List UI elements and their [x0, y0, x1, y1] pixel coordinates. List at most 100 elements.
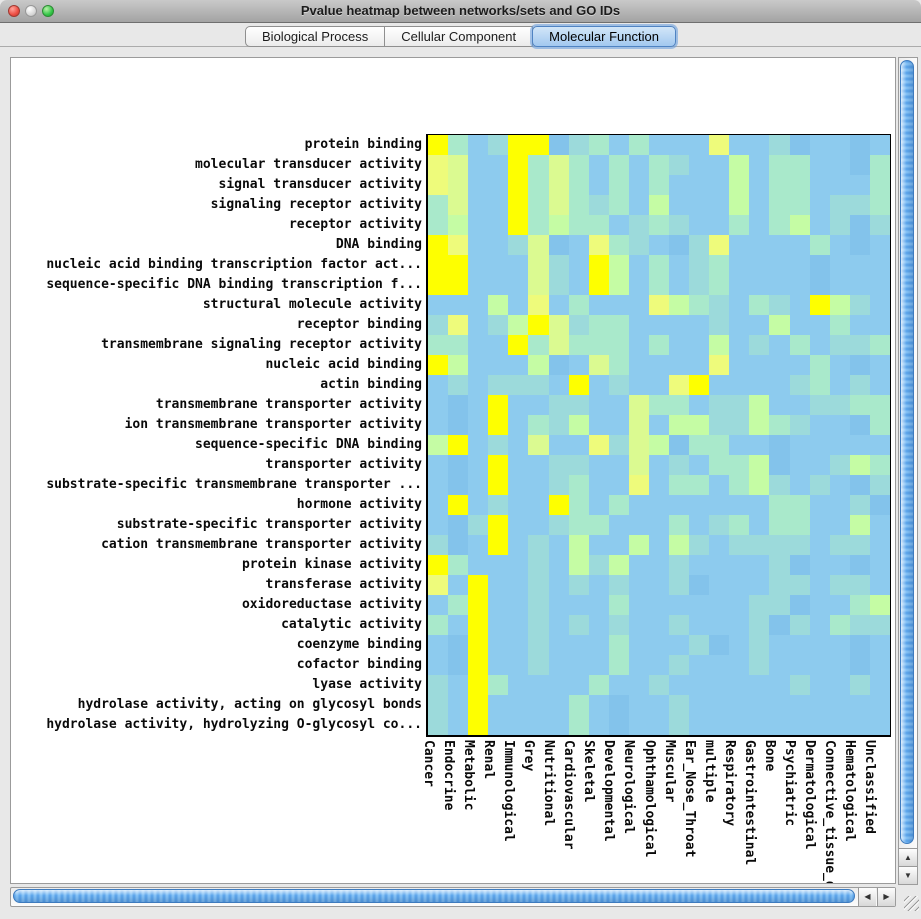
heatmap-cell: [849, 135, 870, 155]
heatmap-cell: [448, 175, 469, 195]
heatmap-cell: [689, 195, 710, 215]
window-resize-grip[interactable]: [904, 896, 919, 911]
heatmap-cell: [448, 295, 469, 315]
heatmap-cell: [428, 255, 449, 275]
heatmap-cell: [568, 575, 589, 595]
heatmap-cell: [448, 435, 469, 455]
heatmap-cell: [669, 415, 690, 435]
heatmap-cell: [628, 455, 649, 475]
heatmap-cell: [508, 635, 529, 655]
scroll-right-icon[interactable]: ▶: [877, 888, 895, 906]
heatmap-cell: [588, 715, 609, 735]
scroll-left-icon[interactable]: ◀: [858, 888, 876, 906]
heatmap-cell: [528, 575, 549, 595]
heatmap-cell: [809, 335, 830, 355]
heatmap-cell: [428, 575, 449, 595]
heatmap-cell: [709, 695, 730, 715]
heatmap-cell: [749, 715, 770, 735]
heatmap-cell: [468, 475, 489, 495]
heatmap-cell: [508, 135, 529, 155]
heatmap-cell: [709, 135, 730, 155]
heatmap-cell: [468, 335, 489, 355]
heatmap-cell: [689, 655, 710, 675]
heatmap-col-label: Hematological: [842, 740, 858, 842]
tab-cellular-component[interactable]: Cellular Component: [384, 26, 534, 47]
heatmap-cell: [568, 435, 589, 455]
scroll-down-icon[interactable]: ▼: [899, 866, 917, 884]
heatmap-cell: [468, 355, 489, 375]
heatmap-cell: [428, 355, 449, 375]
heatmap-cell: [608, 475, 629, 495]
heatmap-row-label: lyase activity: [312, 677, 422, 692]
horizontal-scrollbar[interactable]: ◀ ▶: [10, 887, 896, 907]
tab-molecular-function[interactable]: Molecular Function: [532, 26, 676, 47]
window-title: Pvalue heatmap between networks/sets and…: [300, 3, 621, 18]
heatmap-cell: [749, 135, 770, 155]
zoom-button-icon[interactable]: [42, 5, 54, 17]
heatmap-cell: [809, 315, 830, 335]
heatmap-cell: [608, 235, 629, 255]
heatmap-cell: [809, 615, 830, 635]
heatmap-cell: [508, 535, 529, 555]
heatmap-cell: [588, 375, 609, 395]
heatmap-cell: [548, 395, 569, 415]
heatmap-cell: [869, 155, 890, 175]
heatmap-cell: [488, 355, 509, 375]
heatmap-cell: [448, 615, 469, 635]
heatmap-cell: [628, 595, 649, 615]
heatmap-cell: [829, 415, 850, 435]
heatmap-cell: [749, 595, 770, 615]
heatmap-cell: [809, 575, 830, 595]
heatmap-cell: [789, 375, 810, 395]
heatmap-cell: [729, 575, 750, 595]
heatmap-cell: [789, 575, 810, 595]
heatmap-cell: [488, 295, 509, 315]
heatmap-cell: [568, 355, 589, 375]
heatmap-cell: [588, 175, 609, 195]
heatmap-cell: [689, 615, 710, 635]
heatmap-cell: [789, 715, 810, 735]
scroll-up-icon[interactable]: ▲: [899, 848, 917, 866]
heatmap-row-label: nucleic acid binding transcription facto…: [46, 257, 422, 272]
vertical-scrollbar-thumb[interactable]: [900, 60, 914, 844]
heatmap-cell: [809, 415, 830, 435]
heatmap-cell: [648, 235, 670, 255]
heatmap-cell: [428, 495, 449, 515]
heatmap-cell: [769, 135, 790, 155]
heatmap-row-label: oxidoreductase activity: [241, 597, 422, 612]
heatmap-cell: [508, 295, 529, 315]
heatmap-cell: [548, 215, 569, 235]
heatmap-cell: [829, 475, 850, 495]
heatmap-cell: [528, 235, 549, 255]
heatmap-cell: [849, 555, 870, 575]
heatmap-cell: [568, 475, 589, 495]
heatmap-cell: [628, 655, 649, 675]
heatmap-cell: [809, 375, 830, 395]
heatmap-row-label: nucleic acid binding: [265, 357, 422, 372]
close-button-icon[interactable]: [8, 5, 20, 17]
heatmap-cell: [769, 715, 790, 735]
heatmap-cell: [749, 235, 770, 255]
heatmap-cell: [689, 215, 710, 235]
heatmap-cell: [829, 355, 850, 375]
heatmap-cell: [528, 595, 549, 615]
heatmap-cell: [789, 215, 810, 235]
heatmap-cell: [448, 675, 469, 695]
tab-biological-process[interactable]: Biological Process: [245, 26, 386, 47]
heatmap-col-label: Nutritional: [541, 740, 557, 827]
heatmap-cell: [789, 435, 810, 455]
heatmap-cell: [488, 575, 509, 595]
heatmap-cell: [869, 295, 890, 315]
heatmap-cell: [789, 455, 810, 475]
horizontal-scrollbar-thumb[interactable]: [13, 889, 855, 903]
heatmap-cell: [689, 155, 710, 175]
heatmap-cell: [869, 555, 890, 575]
heatmap-cell: [488, 455, 509, 475]
heatmap-cell: [628, 155, 649, 175]
heatmap-col-label: Immunological: [500, 740, 516, 842]
heatmap-col-label: Renal: [480, 740, 496, 780]
vertical-scrollbar[interactable]: ▲ ▼: [898, 57, 918, 885]
heatmap-row-labels: protein binding molecular transducer acti…: [11, 135, 422, 735]
minimize-button-icon[interactable]: [25, 5, 37, 17]
heatmap-cell: [749, 655, 770, 675]
